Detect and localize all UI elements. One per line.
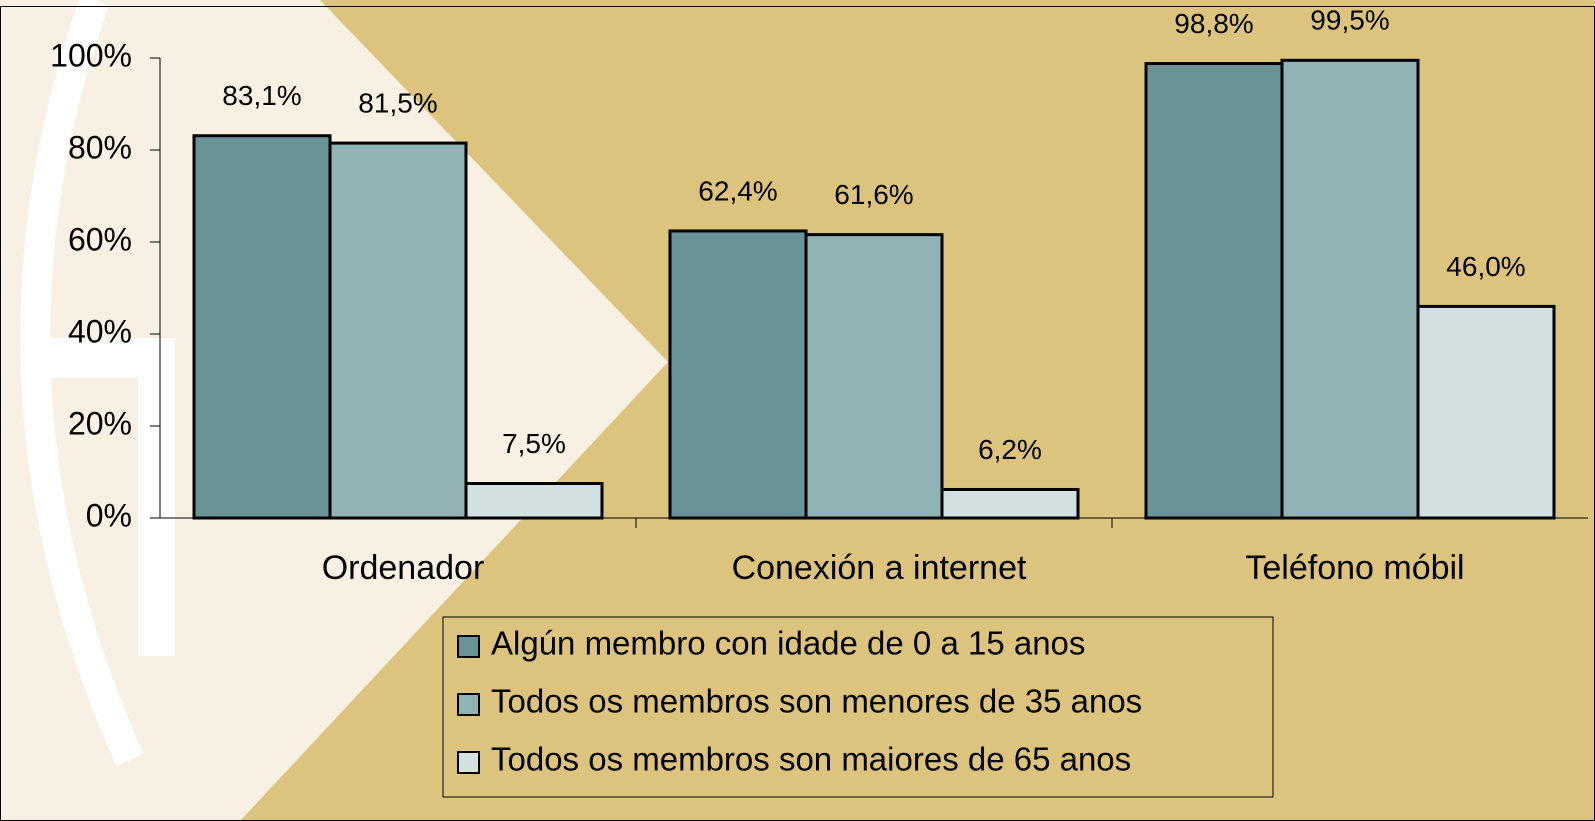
x-tick-label: Conexión a internet bbox=[732, 549, 1027, 587]
data-label: 83,1% bbox=[222, 80, 301, 111]
decoration bbox=[138, 338, 175, 656]
bar bbox=[668, 229, 808, 520]
y-tick-label: 0% bbox=[86, 497, 132, 533]
y-tick-label: 100% bbox=[50, 37, 132, 73]
legend-box bbox=[442, 616, 1274, 798]
data-label: 6,2% bbox=[978, 434, 1042, 465]
legend-swatch bbox=[457, 751, 480, 774]
bar bbox=[192, 134, 332, 520]
legend-swatch bbox=[457, 693, 480, 716]
legend-label: Todos os membros son maiores de 65 anos bbox=[491, 741, 1131, 778]
bar bbox=[1416, 304, 1556, 520]
y-tick-label: 60% bbox=[68, 221, 132, 257]
data-label: 98,8% bbox=[1174, 8, 1253, 39]
data-label: 7,5% bbox=[502, 428, 566, 459]
bar bbox=[328, 141, 468, 520]
legend-label: Todos os membros son menores de 35 anos bbox=[491, 683, 1142, 720]
bar bbox=[1144, 62, 1284, 520]
decoration bbox=[20, 0, 144, 767]
data-label: 61,6% bbox=[834, 179, 913, 210]
bar bbox=[940, 487, 1080, 520]
x-tick-label: Ordenador bbox=[322, 549, 485, 587]
bar bbox=[1280, 58, 1420, 520]
legend-label: Algún membro con idade de 0 a 15 anos bbox=[491, 625, 1085, 662]
data-label: 81,5% bbox=[358, 87, 437, 118]
y-tick-label: 40% bbox=[68, 313, 132, 349]
y-tick-label: 20% bbox=[68, 405, 132, 441]
x-tick-label: Teléfono móbil bbox=[1245, 549, 1464, 587]
data-label: 46,0% bbox=[1446, 251, 1525, 282]
legend-swatch bbox=[457, 635, 480, 658]
bar bbox=[464, 482, 604, 520]
data-label: 62,4% bbox=[698, 175, 777, 206]
data-label: 99,5% bbox=[1310, 5, 1389, 36]
y-tick-label: 80% bbox=[68, 129, 132, 165]
bar bbox=[804, 233, 944, 520]
